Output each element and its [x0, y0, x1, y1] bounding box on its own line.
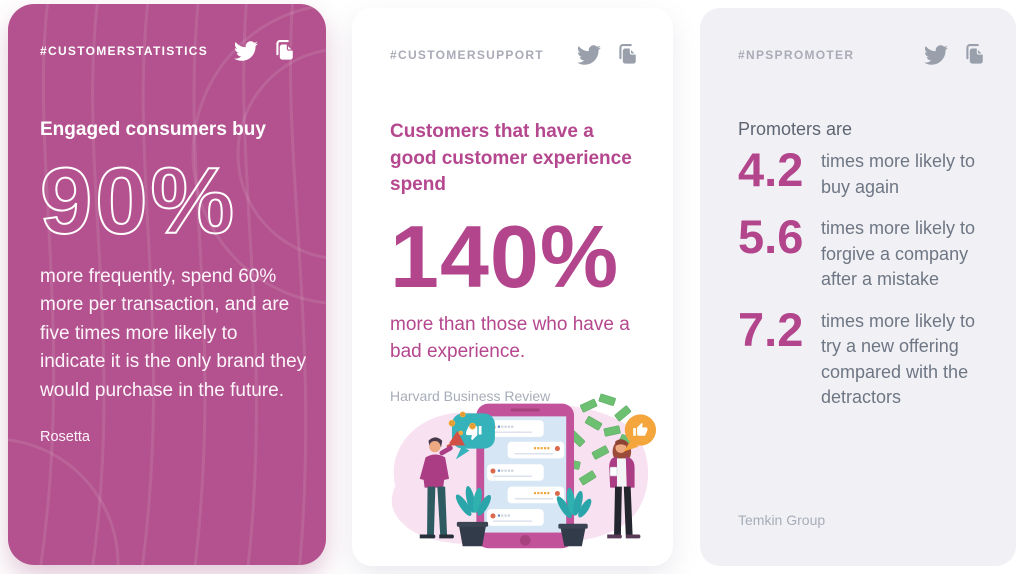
copy-button[interactable]	[616, 42, 639, 67]
twitter-share-button[interactable]	[924, 43, 948, 67]
card-nps-promoter: #NPSPROMOTER Promoters are 4.2	[700, 8, 1016, 566]
card-header: #CUSTOMERSTATISTICS	[8, 4, 326, 63]
potted-plant	[455, 485, 491, 547]
list-item: 7.2 times more likely to try a new offer…	[738, 306, 978, 411]
copy-button[interactable]	[963, 42, 986, 67]
card-header: #NPSPROMOTER	[700, 8, 1016, 67]
card-customer-statistics: #CUSTOMERSTATISTICS Engaged consumers bu…	[8, 4, 326, 565]
copy-icon	[966, 44, 985, 64]
share-actions	[924, 42, 986, 67]
promoter-stats-list: 4.2 times more likely to buy again 5.6 t…	[738, 146, 978, 411]
stat-value: 4.2	[738, 143, 804, 196]
twitter-icon	[577, 44, 601, 65]
source-attribution: Harvard Business Review	[390, 388, 551, 405]
twitter-share-button[interactable]	[234, 39, 258, 63]
source-attribution: Temkin Group	[738, 512, 826, 528]
phone	[476, 403, 575, 549]
thumbs-up-bubble	[623, 414, 657, 452]
list-item: 5.6 times more likely to forgive a compa…	[738, 213, 978, 293]
twitter-icon	[924, 44, 948, 65]
copy-icon	[276, 40, 295, 60]
card-customer-support: #CUSTOMERSUPPORT Customers that have a g…	[352, 8, 673, 566]
card-content: Promoters are 4.2 times more likely to b…	[700, 119, 1016, 411]
source-attribution: Rosetta	[40, 429, 90, 446]
card-content: Engaged consumers buy 90% more frequentl…	[8, 119, 326, 445]
share-actions	[577, 42, 639, 67]
intro-text: Promoters are	[738, 119, 853, 139]
intro-text: Engaged consumers buy	[40, 119, 266, 140]
stat-value: 90%	[39, 148, 238, 253]
twitter-icon	[234, 40, 258, 61]
body-text: more than those who have a bad experienc…	[390, 314, 630, 363]
coins	[448, 411, 476, 436]
customer-review-illustration	[391, 393, 657, 549]
stat-value: 7.2	[738, 302, 804, 356]
hashtag-label: #CUSTOMERSTATISTICS	[40, 43, 209, 58]
hashtag-label: #NPSPROMOTER	[738, 47, 855, 62]
stat-label: times more likely to buy again	[821, 151, 976, 197]
thumbs-down-bubble	[451, 413, 495, 460]
stat-value: 140%	[390, 206, 620, 306]
card-header: #CUSTOMERSUPPORT	[352, 8, 673, 67]
list-item: 4.2 times more likely to buy again	[738, 146, 978, 200]
stat-label: times more likely to forgive a company a…	[821, 218, 976, 290]
hashtag-label: #CUSTOMERSUPPORT	[390, 47, 544, 62]
man-with-megaphone	[419, 430, 466, 539]
copy-icon	[619, 44, 638, 64]
potted-plant	[556, 487, 592, 547]
stat-value: 5.6	[738, 210, 804, 264]
copy-button[interactable]	[273, 38, 296, 63]
twitter-share-button[interactable]	[577, 43, 601, 67]
share-actions	[234, 38, 296, 63]
intro-text: Customers that have a good customer expe…	[390, 121, 632, 196]
card-content: Customers that have a good customer expe…	[352, 119, 673, 404]
stat-label: times more likely to try a new offering …	[821, 310, 976, 408]
body-text: more frequently, spend 60% more per tran…	[40, 265, 307, 401]
woman-with-phone	[607, 439, 641, 539]
